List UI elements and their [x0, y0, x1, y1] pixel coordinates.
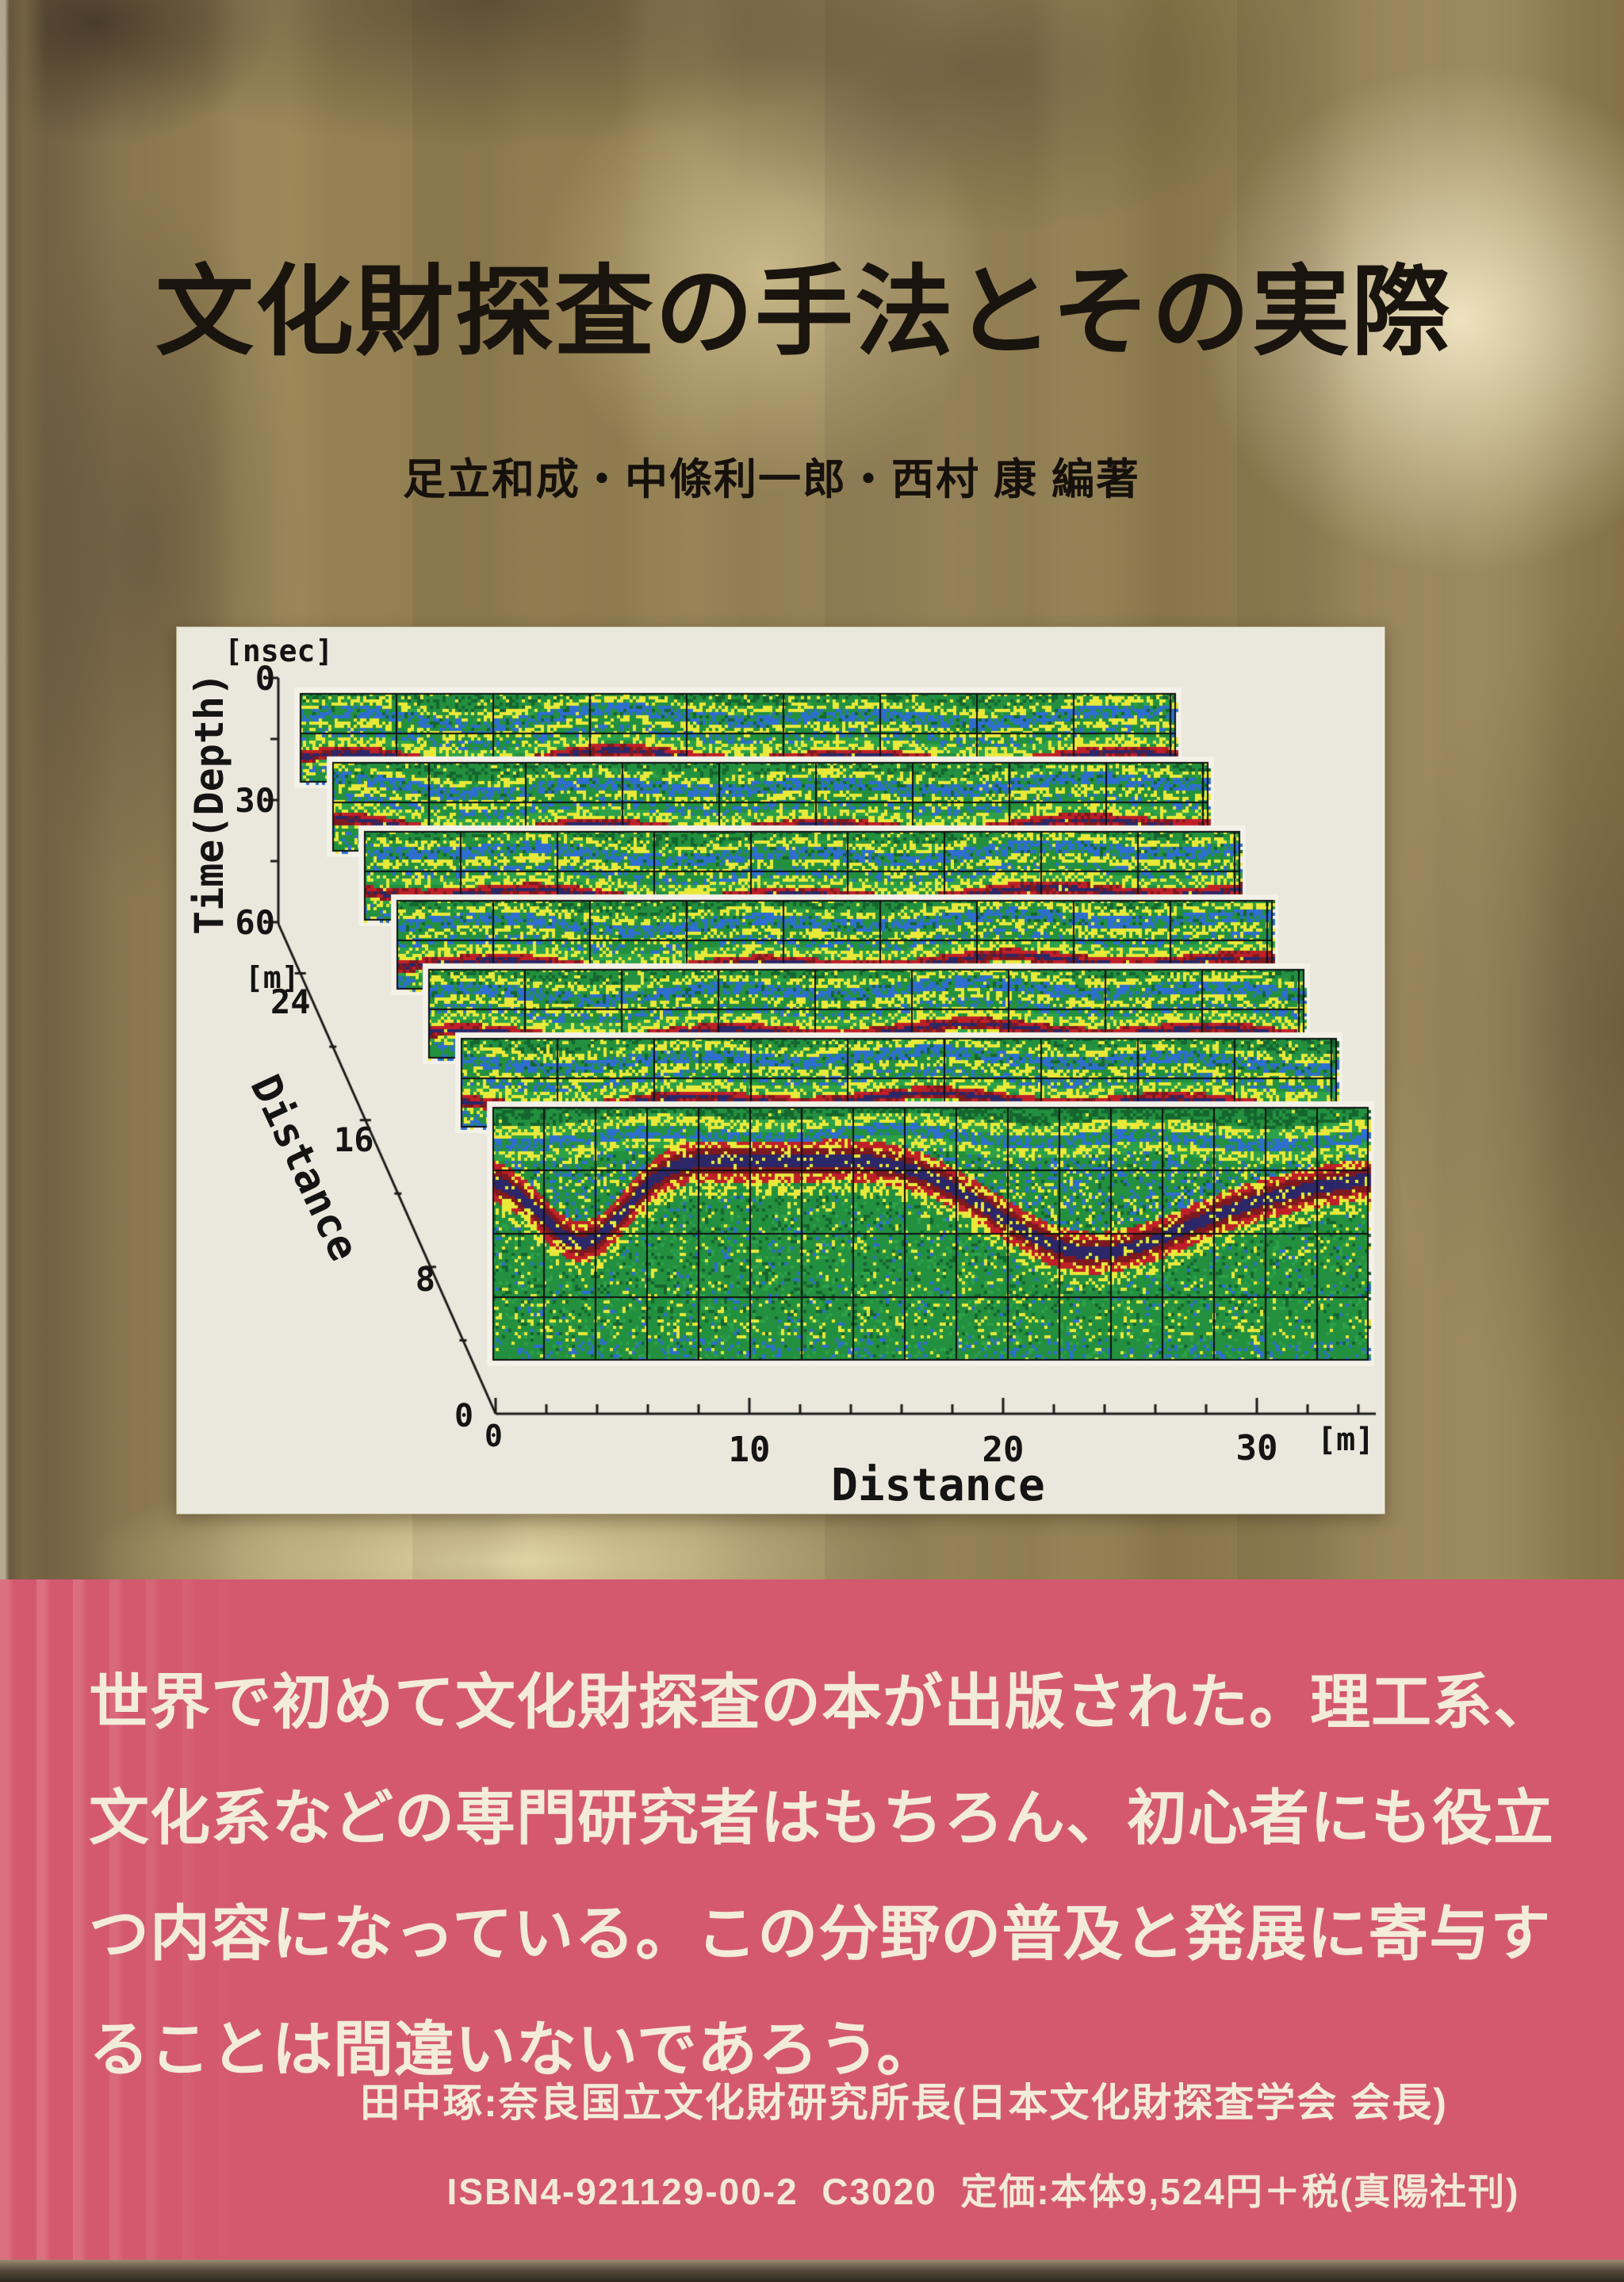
time-axis-label: Time(Depth)	[186, 672, 232, 935]
x-tick-10: 10	[728, 1430, 771, 1470]
profile-axis-unit: [m]	[245, 960, 300, 995]
obi-text-line-1: 世界で初めて文化財探査の本が出版された。理工系、	[89, 1669, 1554, 1736]
time-tick-30: 30	[235, 781, 275, 820]
obi-text-line-4: ることは間違いないであろう。	[89, 2016, 938, 2084]
profile-tick-8: 8	[415, 1260, 435, 1299]
obi-worn-left-edge	[0, 1579, 238, 2282]
x-axis-label: Distance	[831, 1460, 1045, 1511]
profile-tick-24: 24	[270, 982, 311, 1021]
time-tick-0: 0	[255, 659, 275, 698]
obi-attribution: 田中琢:奈良国立文化財研究所長(日本文化財探査学会 会長)	[360, 2081, 1448, 2125]
x-tick-0: 0	[485, 1419, 503, 1453]
profile-tick-0: 0	[454, 1398, 474, 1434]
obi-text-line-3: つ内容になっている。この分野の普及と発展に寄与す	[89, 1901, 1552, 1968]
book-left-edge	[0, 0, 46, 1581]
x-axis-unit: [m]	[1317, 1422, 1375, 1458]
book-authors: 足立和成・中條利一郎・西村 康 編著	[403, 456, 1141, 503]
obi-bottom-edge	[0, 2260, 1624, 2282]
book-title: 文化財探査の手法とその実際	[155, 258, 1452, 367]
x-tick-20: 20	[982, 1430, 1025, 1470]
obi-text-line-2: 文化系などの専門研究者はもちろん、初心者にも役立	[89, 1785, 1554, 1852]
obi-band	[0, 1579, 1624, 2282]
profile-tick-16: 16	[334, 1120, 374, 1159]
radargram-canvas	[177, 627, 1385, 1514]
time-tick-60: 60	[235, 903, 275, 942]
gpr-figure-plate: [nsec] 0 30 60 Time(Depth) [m] 24 16 8 0…	[176, 626, 1385, 1514]
x-tick-30: 30	[1235, 1428, 1278, 1468]
obi-isbn-price-line: ISBN4-921129-00-2 C3020 定価:本体9,524円＋税(真陽…	[446, 2171, 1520, 2212]
time-axis-unit: [nsec]	[224, 634, 334, 668]
